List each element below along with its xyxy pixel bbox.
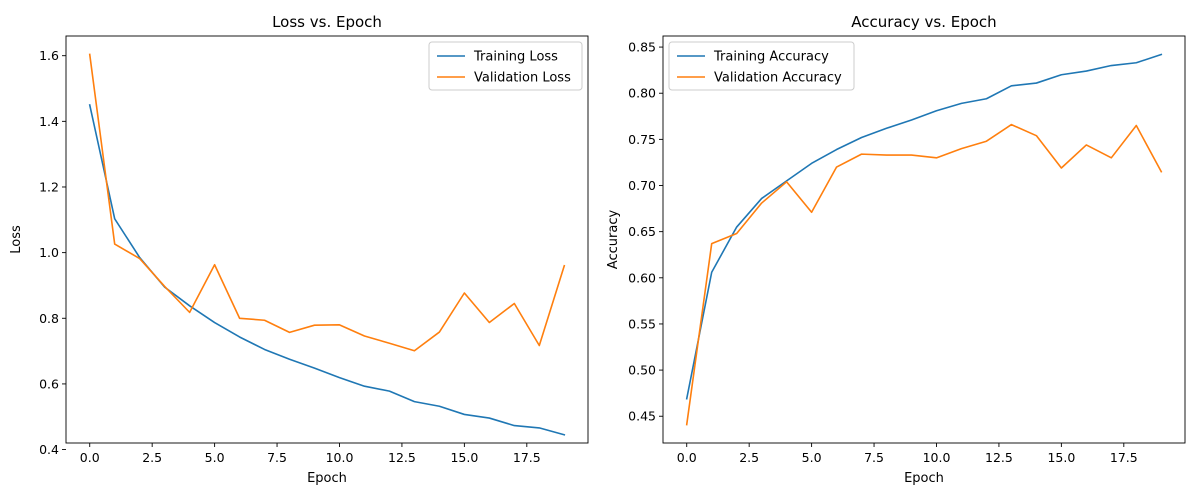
legend-label: Training Loss bbox=[473, 50, 558, 65]
y-axis-title: Loss bbox=[9, 225, 24, 254]
chart-title: Loss vs. Epoch bbox=[272, 13, 382, 31]
series-line-training-loss bbox=[88, 103, 566, 436]
y-tick-label: 0.55 bbox=[628, 316, 656, 331]
x-tick-label: 7.5 bbox=[864, 450, 884, 465]
axes-frame bbox=[65, 35, 589, 444]
legend: Training Accuracy Validation Accuracy bbox=[668, 41, 855, 91]
y-tick-label: 0.50 bbox=[628, 363, 656, 378]
x-axis-title: Epoch bbox=[307, 471, 347, 486]
y-tick-label: 0.45 bbox=[628, 409, 656, 424]
y-tick-label: 0.85 bbox=[628, 40, 656, 55]
legend-box bbox=[668, 41, 855, 91]
chart-title: Accuracy vs. Epoch bbox=[851, 13, 996, 31]
y-tick-label: 0.60 bbox=[628, 270, 656, 285]
y-tick-label: 0.70 bbox=[628, 178, 656, 193]
x-tick-label: 2.5 bbox=[142, 450, 162, 465]
axes-frame bbox=[662, 35, 1186, 444]
x-tick-label: 0.0 bbox=[677, 450, 697, 465]
x-tick-label: 15.0 bbox=[1047, 450, 1075, 465]
x-tick-label: 17.5 bbox=[513, 450, 541, 465]
y-tick-label: 0.6 bbox=[39, 376, 59, 391]
x-tick-label: 5.0 bbox=[205, 450, 225, 465]
y-tick-label: 0.8 bbox=[39, 311, 59, 326]
x-tick-label: 0.0 bbox=[80, 450, 100, 465]
x-axis-title: Epoch bbox=[904, 471, 944, 486]
y-tick-label: 0.4 bbox=[39, 442, 59, 457]
y-tick-label: 0.65 bbox=[628, 224, 656, 239]
x-tick-label: 12.5 bbox=[388, 450, 416, 465]
x-tick-label: 17.5 bbox=[1110, 450, 1138, 465]
x-tick-label: 5.0 bbox=[802, 450, 822, 465]
y-axis-title: Accuracy bbox=[606, 210, 621, 270]
x-tick-label: 10.0 bbox=[326, 450, 354, 465]
x-tick-label: 15.0 bbox=[450, 450, 478, 465]
y-tick-label: 1.4 bbox=[39, 114, 59, 129]
series-line-training-accuracy bbox=[685, 53, 1163, 400]
x-tick-label: 7.5 bbox=[267, 450, 287, 465]
y-tick-label: 0.80 bbox=[628, 86, 656, 101]
subplot-loss: Loss vs. Epoch 0.0 2.5 5.0 7.5 10.0 12.5 15.0 17… bbox=[9, 13, 589, 486]
legend-label: Training Accuracy bbox=[713, 50, 829, 65]
y-tick-label: 1.6 bbox=[39, 48, 59, 63]
x-tick-label: 12.5 bbox=[985, 450, 1013, 465]
y-tick-label: 1.0 bbox=[39, 245, 59, 260]
y-tick-label: 0.75 bbox=[628, 132, 656, 147]
series-line-validation-loss bbox=[88, 53, 566, 352]
legend-label: Validation Accuracy bbox=[714, 71, 842, 86]
legend: Training Loss Validation Loss bbox=[428, 41, 583, 91]
subplot-accuracy: Accuracy vs. Epoch 0.0 2.5 5.0 7.5 10.0 12.5 15… bbox=[606, 13, 1186, 486]
series-line-validation-accuracy bbox=[685, 123, 1163, 426]
x-tick-label: 10.0 bbox=[923, 450, 951, 465]
x-tick-label: 2.5 bbox=[739, 450, 759, 465]
y-tick-label: 1.2 bbox=[39, 179, 59, 194]
legend-box bbox=[428, 41, 583, 91]
legend-label: Validation Loss bbox=[474, 71, 571, 86]
